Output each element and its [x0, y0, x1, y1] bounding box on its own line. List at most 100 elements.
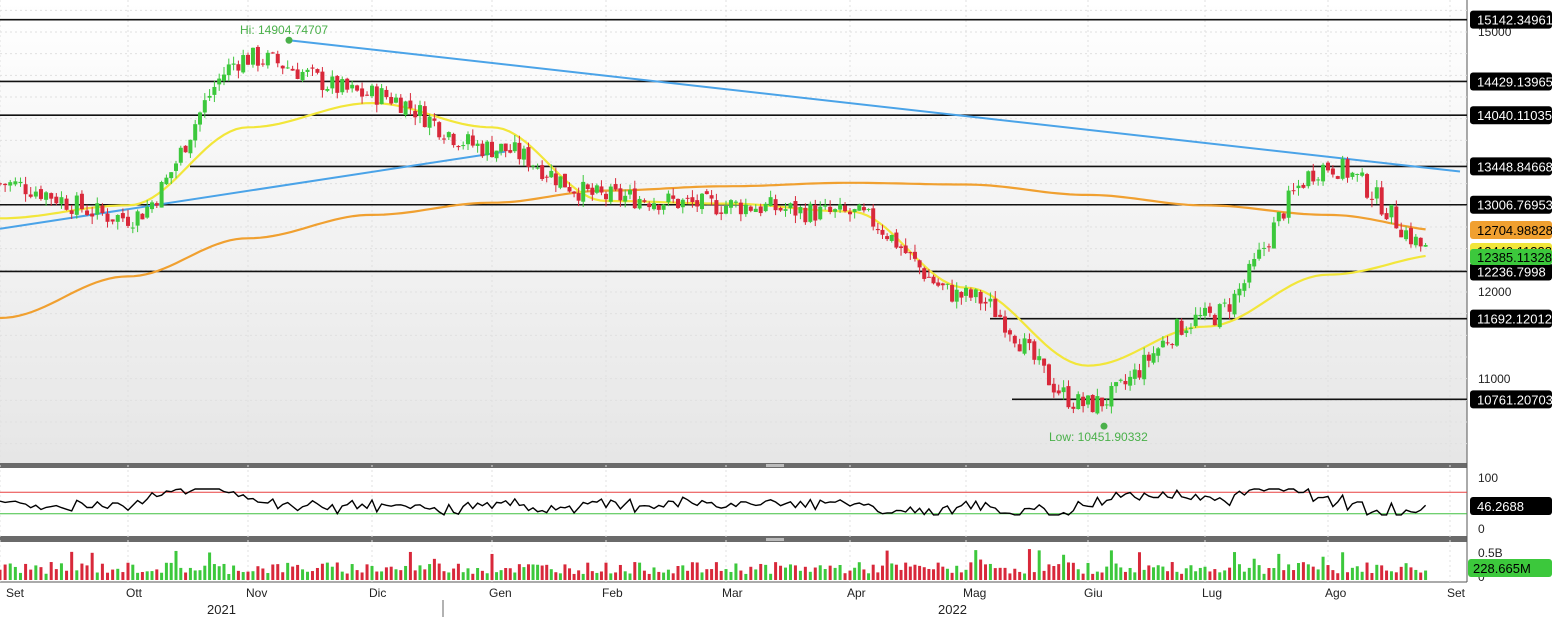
volume-bar [572, 573, 576, 580]
volume-bar [296, 564, 300, 580]
candle-body [1389, 204, 1394, 218]
candle-body [998, 314, 1003, 317]
candle-body [666, 193, 671, 203]
candle-body [115, 215, 120, 222]
volume-bar [1424, 570, 1428, 580]
volume-bar [941, 566, 945, 580]
volume-bar [788, 564, 792, 580]
candle-body [490, 141, 494, 158]
volume-bar [549, 569, 553, 580]
volume-bar [447, 572, 451, 580]
volume-bar [1350, 567, 1354, 580]
volume-bar [476, 568, 480, 580]
candle-body [1369, 198, 1374, 200]
volume-bar [164, 562, 168, 580]
volume-bar [54, 569, 58, 580]
volume-bar [375, 571, 379, 580]
candle-body [880, 229, 885, 235]
volume-bar [360, 572, 364, 580]
volume-bar [657, 571, 661, 580]
candle-body [690, 197, 695, 203]
candle-body [1095, 396, 1100, 414]
candle-body [585, 184, 590, 190]
candle-body [959, 291, 964, 298]
candle-body [485, 141, 490, 156]
candle-body [164, 177, 169, 185]
volume-bar [340, 571, 344, 580]
right-axis-area [1467, 0, 1552, 582]
candle-body [908, 252, 913, 254]
candle-body [1321, 164, 1326, 182]
volume-bar [504, 568, 508, 580]
candle-body [866, 208, 871, 210]
volume-bar [681, 565, 685, 580]
candle-body [540, 165, 545, 180]
month-label-gen: Gen [489, 586, 512, 600]
candle-body [74, 195, 79, 215]
candle-body [1355, 173, 1360, 175]
volume-bar [1137, 552, 1141, 580]
candle-body [1123, 380, 1128, 385]
panel-divider-rsi-volume[interactable] [0, 536, 1467, 542]
volume-bar [623, 571, 627, 580]
divider-grip-1[interactable] [766, 464, 784, 467]
volume-bar [276, 564, 280, 580]
volume-bar [871, 564, 875, 580]
volume-bar [1267, 568, 1271, 580]
candle-body [818, 206, 823, 220]
candle-body [700, 193, 704, 210]
level-tag-label: 13448.84668 [1477, 159, 1552, 174]
candle-body [145, 206, 150, 218]
candle-body [964, 287, 968, 296]
candle-body [236, 64, 241, 71]
volume-bar [1228, 567, 1232, 580]
candle-body [671, 195, 676, 199]
candle-body [1266, 246, 1271, 248]
sma-short-line [0, 101, 1426, 367]
candle-body [231, 63, 236, 65]
month-label-giu: Giu [1084, 586, 1103, 600]
volume-bar [590, 571, 594, 580]
volume-tag: 228.665M [1468, 559, 1552, 577]
candle-body [305, 69, 310, 73]
volume-bar [885, 550, 889, 580]
divider-grip-2[interactable] [766, 538, 784, 541]
candle-body [330, 76, 335, 89]
volume-bar [281, 572, 285, 580]
candle-body [1311, 170, 1316, 182]
volume-bar [526, 564, 530, 580]
candle-body [79, 193, 84, 210]
month-label-mar: Mar [722, 586, 743, 600]
candle-body [23, 184, 28, 195]
candle-body [100, 205, 105, 214]
low-marker [1100, 422, 1108, 430]
volume-bar [1257, 565, 1261, 580]
candle-body [3, 183, 8, 186]
panel-divider-price-rsi[interactable] [0, 463, 1467, 468]
candle-body [798, 207, 803, 214]
volume-bar [49, 562, 53, 580]
rsi-indicator [0, 487, 1467, 516]
candle-body [265, 52, 270, 66]
volume-bar [389, 566, 393, 580]
rsi-tag-bg [1470, 497, 1552, 515]
candle-body [885, 236, 890, 240]
candle-body [508, 150, 513, 153]
candle-body [535, 167, 540, 169]
volume-bar [136, 572, 140, 580]
volume-bar [676, 565, 680, 580]
candle-body [1316, 179, 1321, 181]
volume-bar [370, 566, 374, 580]
candle-body [642, 200, 647, 202]
volume-bar [998, 567, 1002, 580]
level-tag-label: 10761.20703 [1477, 392, 1552, 407]
volume-bar [974, 550, 978, 580]
volume-bar [955, 565, 959, 580]
candle-body [140, 213, 145, 220]
volume-bar [1076, 569, 1080, 580]
volume-bar [44, 573, 48, 580]
candle-body [389, 97, 394, 104]
volume-bar [769, 573, 773, 580]
volume-bar [595, 572, 599, 580]
volume-bar [614, 572, 618, 580]
